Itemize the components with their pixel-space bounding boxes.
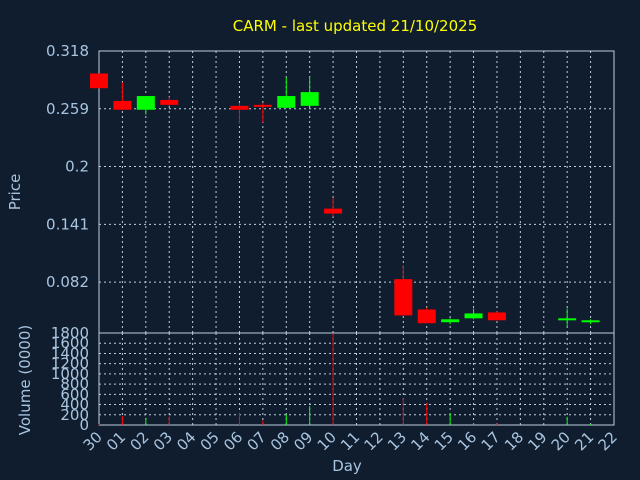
candle-15	[441, 318, 460, 325]
candle-02	[136, 96, 155, 115]
volume-tick-label: 1600	[51, 334, 89, 352]
price-tick-label: 0.2	[65, 158, 89, 176]
candle-13	[394, 265, 413, 316]
day-tick-label: 09	[290, 428, 316, 454]
candle-body	[581, 320, 600, 323]
volume-tick-label: 1800	[51, 324, 89, 342]
day-tick-label: 17	[478, 428, 504, 454]
candle-body	[113, 100, 132, 110]
price-tick-labels: 0.318 0.259 0.2 0.141 0.082	[46, 42, 89, 291]
day-tick-label: 02	[126, 428, 152, 454]
day-tick-label: 04	[173, 428, 199, 454]
volume-axis-title: Volume (0000)	[16, 325, 34, 435]
price-tick-label: 0.082	[46, 273, 89, 291]
day-tick-labels: 3001020304050607080910111213141516171819…	[80, 428, 621, 454]
candle-body	[558, 318, 577, 321]
day-tick-label: 07	[243, 428, 269, 454]
volume-bars	[98, 333, 592, 425]
volume-tick-label: 800	[60, 375, 89, 393]
candle-08	[277, 77, 296, 108]
volume-tick-label: 0	[79, 416, 89, 434]
day-tick-label: 06	[220, 428, 246, 454]
day-tick-label: 16	[454, 428, 480, 454]
chart-title: CARM - last updated 21/10/2025	[233, 17, 477, 35]
volume-tick-label: 200	[60, 406, 89, 424]
candle-16	[464, 308, 483, 320]
day-tick-label: 18	[501, 428, 527, 454]
candle-body	[90, 73, 108, 89]
candle-09	[300, 76, 319, 106]
candle-30	[90, 73, 108, 89]
candle-body	[160, 99, 179, 105]
day-tick-label: 03	[150, 428, 176, 454]
candle-body	[253, 104, 272, 107]
candle-14	[417, 307, 436, 324]
candle-03	[160, 97, 179, 106]
day-tick-label: 01	[103, 428, 129, 454]
candle-body	[487, 312, 506, 321]
day-tick-label: 20	[548, 428, 574, 454]
candle-body	[300, 92, 319, 106]
candle-body	[136, 96, 155, 110]
day-tick-label: 12	[361, 428, 387, 454]
candle-body	[394, 279, 413, 316]
price-tick-label: 0.259	[46, 100, 89, 118]
day-tick-label: 11	[337, 428, 363, 454]
day-tick-label: 15	[431, 428, 457, 454]
volume-tick-label: 1400	[51, 344, 89, 362]
day-tick-label: 10	[314, 428, 340, 454]
volume-tick-label: 1000	[51, 365, 89, 383]
price-axis-title: Price	[6, 174, 24, 211]
candle-10	[324, 197, 343, 217]
day-tick-label: 13	[384, 428, 410, 454]
price-tick-label: 0.141	[46, 215, 89, 233]
x-axis-title: Day	[332, 457, 362, 475]
volume-tick-label: 1200	[51, 355, 89, 373]
candle-body	[417, 309, 436, 324]
candle-21	[581, 319, 600, 325]
candle-06	[230, 102, 249, 124]
candle-body	[324, 208, 343, 214]
candle-07	[253, 102, 272, 123]
day-tick-label: 22	[595, 428, 621, 454]
candle-body	[464, 313, 483, 319]
grid-lines	[99, 51, 614, 425]
volume-tick-label: 400	[60, 396, 89, 414]
candle-01	[113, 82, 132, 110]
candle-body	[441, 319, 460, 323]
day-tick-label: 05	[197, 428, 223, 454]
candle-body	[277, 96, 296, 108]
candle-20	[558, 308, 577, 327]
day-tick-label: 19	[524, 428, 550, 454]
price-candles	[90, 73, 600, 327]
candle-17	[487, 311, 506, 321]
candle-body	[230, 105, 249, 110]
price-tick-label: 0.318	[46, 42, 89, 60]
volume-tick-label: 600	[60, 385, 89, 403]
day-tick-label: 21	[571, 428, 597, 454]
day-tick-label: 14	[407, 428, 433, 454]
day-tick-label: 08	[267, 428, 293, 454]
